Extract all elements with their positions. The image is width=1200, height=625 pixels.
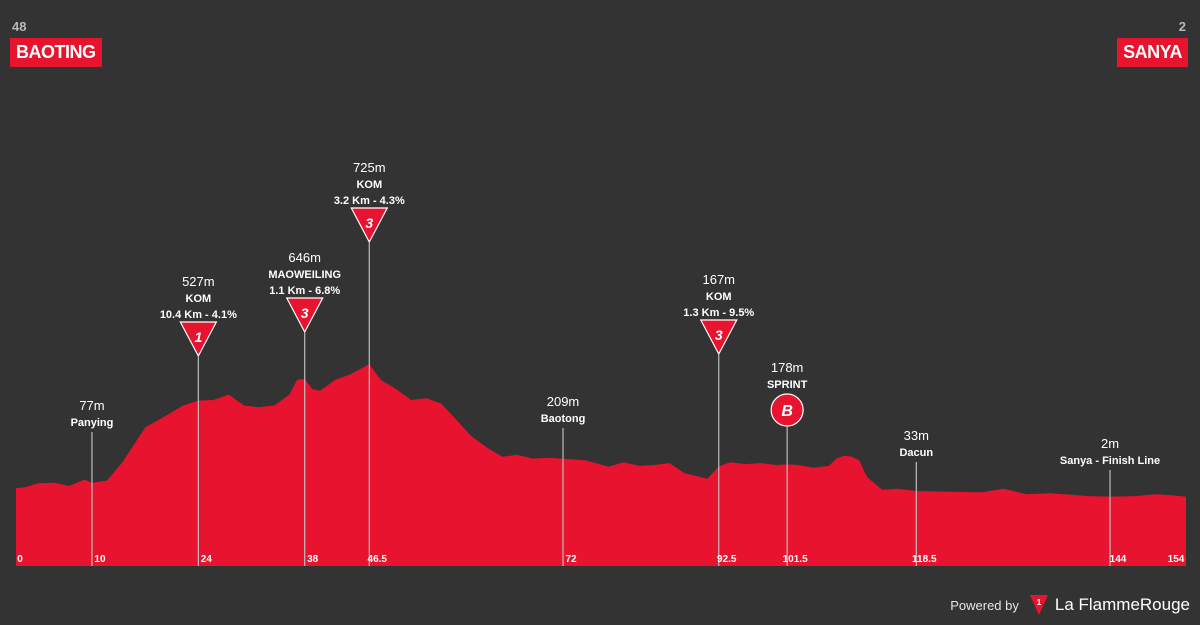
point-name-label: SPRINT bbox=[767, 379, 808, 391]
x-tick-label: 144 bbox=[1110, 554, 1127, 565]
point-altitude-label: 725m bbox=[353, 160, 386, 175]
start-altitude: 48 bbox=[12, 19, 27, 34]
sprint-bonus-icon: B bbox=[770, 393, 804, 427]
point-altitude-label: 2m bbox=[1101, 436, 1119, 451]
x-tick-label: 101.5 bbox=[783, 554, 808, 565]
kom-category-1-icon: 1 bbox=[179, 321, 218, 358]
point-climb-detail-label: 10.4 Km - 4.1% bbox=[160, 309, 237, 321]
kom-category-3-icon: 3 bbox=[350, 207, 389, 244]
svg-text:3: 3 bbox=[715, 327, 723, 343]
elevation-profile-area bbox=[16, 364, 1186, 566]
point-altitude-label: 77m bbox=[79, 398, 104, 413]
svg-text:3: 3 bbox=[301, 305, 309, 321]
point-name-label: MAOWEILING bbox=[268, 269, 341, 281]
kom-category-3-icon: 3 bbox=[699, 319, 738, 356]
x-tick-label: 92.5 bbox=[717, 554, 737, 565]
svg-text:B: B bbox=[781, 403, 793, 420]
point-name-label: KOM bbox=[356, 179, 382, 191]
x-tick-label: 46.5 bbox=[368, 554, 388, 565]
x-tick-label: 118.5 bbox=[912, 554, 937, 565]
point-name-label: KOM bbox=[706, 291, 732, 303]
finish-altitude: 2 bbox=[1178, 19, 1186, 34]
powered-by-label: Powered by bbox=[950, 597, 1019, 613]
point-climb-detail-label: 1.3 Km - 9.5% bbox=[683, 307, 754, 319]
point-name-label: Baotong bbox=[541, 413, 586, 425]
point-name-label: Dacun bbox=[899, 447, 933, 459]
point-altitude-label: 167m bbox=[702, 272, 735, 287]
x-tick-label: 72 bbox=[565, 554, 577, 565]
x-tick-label: 10 bbox=[94, 554, 106, 565]
svg-text:3: 3 bbox=[365, 215, 373, 231]
flamme-rouge-logo-icon: 1 bbox=[1029, 595, 1048, 615]
point-name-label: KOM bbox=[186, 293, 212, 305]
x-tick-label: 0 bbox=[17, 554, 23, 565]
start-location-badge: BAOTING bbox=[10, 38, 102, 67]
point-altitude-label: 33m bbox=[904, 428, 929, 443]
x-tick-label: 24 bbox=[201, 554, 213, 565]
brand-label: La FlammeRouge bbox=[1054, 595, 1190, 614]
kom-category-3-icon: 3 bbox=[285, 297, 324, 334]
finish-location-badge: SANYA bbox=[1117, 38, 1188, 67]
point-altitude-label: 527m bbox=[182, 274, 215, 289]
x-tick-label: 38 bbox=[307, 554, 319, 565]
point-altitude-label: 209m bbox=[547, 394, 580, 409]
point-climb-detail-label: 3.2 Km - 4.3% bbox=[334, 195, 405, 207]
svg-text:1: 1 bbox=[1037, 598, 1042, 607]
point-name-label: Sanya - Finish Line bbox=[1060, 455, 1160, 467]
point-name-label: Panying bbox=[71, 417, 114, 429]
svg-text:1: 1 bbox=[194, 329, 202, 345]
point-climb-detail-label: 1.1 Km - 6.8% bbox=[269, 285, 340, 297]
point-altitude-label: 646m bbox=[288, 250, 321, 265]
point-altitude-label: 178m bbox=[771, 360, 804, 375]
footer: Powered by 1 La FlammeRouge bbox=[950, 594, 1190, 616]
x-tick-label: 154 bbox=[1168, 554, 1185, 565]
